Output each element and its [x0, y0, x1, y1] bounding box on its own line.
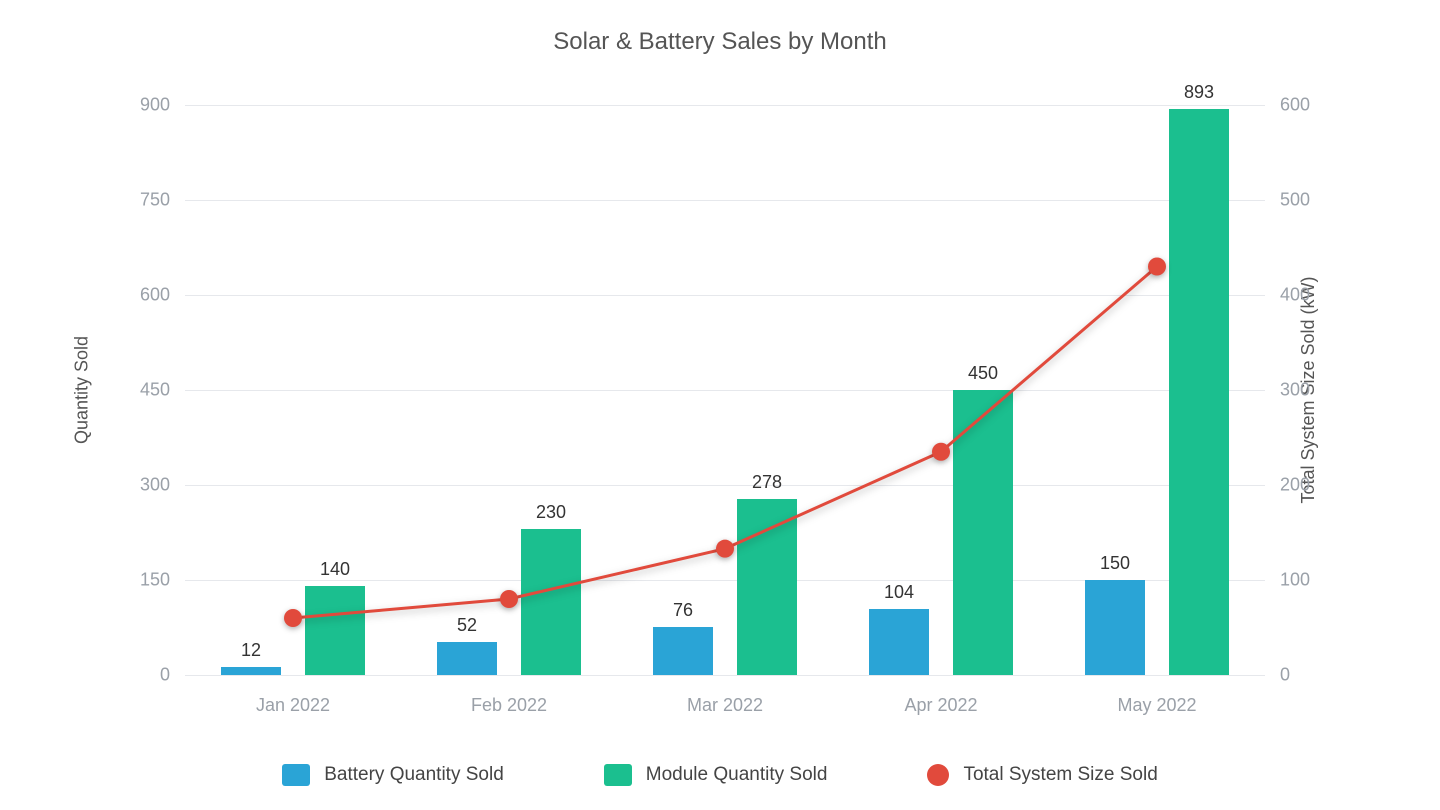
- y-right-tick-label: 300: [1280, 380, 1340, 401]
- y-right-tick-label: 200: [1280, 475, 1340, 496]
- legend-swatch-battery: [282, 764, 310, 786]
- x-tick-label: Feb 2022: [471, 695, 547, 716]
- y-left-axis-label: Quantity Sold: [72, 336, 93, 444]
- gridline: [185, 675, 1265, 676]
- legend-item-battery: Battery Quantity Sold: [282, 764, 504, 786]
- system-size-point: [284, 609, 302, 627]
- system-size-point: [500, 590, 518, 608]
- system-size-point: [932, 443, 950, 461]
- system-size-point: [1148, 258, 1166, 276]
- legend-label-battery: Battery Quantity Sold: [324, 764, 504, 786]
- y-right-tick-label: 0: [1280, 665, 1340, 686]
- y-right-tick-label: 600: [1280, 95, 1340, 116]
- y-left-tick-label: 0: [110, 665, 170, 686]
- x-tick-label: Jan 2022: [256, 695, 330, 716]
- y-right-tick-label: 100: [1280, 570, 1340, 591]
- legend-circle-system-size: [927, 764, 949, 786]
- y-left-tick-label: 900: [110, 95, 170, 116]
- y-right-tick-label: 500: [1280, 190, 1340, 211]
- y-left-tick-label: 150: [110, 570, 170, 591]
- y-left-tick-label: 750: [110, 190, 170, 211]
- x-tick-label: May 2022: [1117, 695, 1196, 716]
- x-tick-label: Apr 2022: [904, 695, 977, 716]
- y-left-tick-label: 600: [110, 285, 170, 306]
- chart-title: Solar & Battery Sales by Month: [0, 28, 1440, 56]
- system-size-line: [293, 267, 1157, 619]
- line-overlay: [185, 105, 1265, 675]
- legend-label-system-size: Total System Size Sold: [963, 764, 1157, 786]
- legend-item-module: Module Quantity Sold: [604, 764, 828, 786]
- y-left-tick-label: 450: [110, 380, 170, 401]
- x-tick-label: Mar 2022: [687, 695, 763, 716]
- legend-item-system-size: Total System Size Sold: [927, 764, 1157, 786]
- legend-swatch-module: [604, 764, 632, 786]
- y-left-tick-label: 300: [110, 475, 170, 496]
- legend: Battery Quantity Sold Module Quantity So…: [0, 764, 1440, 786]
- plot-area: 01503004506007509000100200300400500600Ja…: [185, 105, 1265, 675]
- y-right-tick-label: 400: [1280, 285, 1340, 306]
- legend-label-module: Module Quantity Sold: [646, 764, 828, 786]
- system-size-point: [716, 540, 734, 558]
